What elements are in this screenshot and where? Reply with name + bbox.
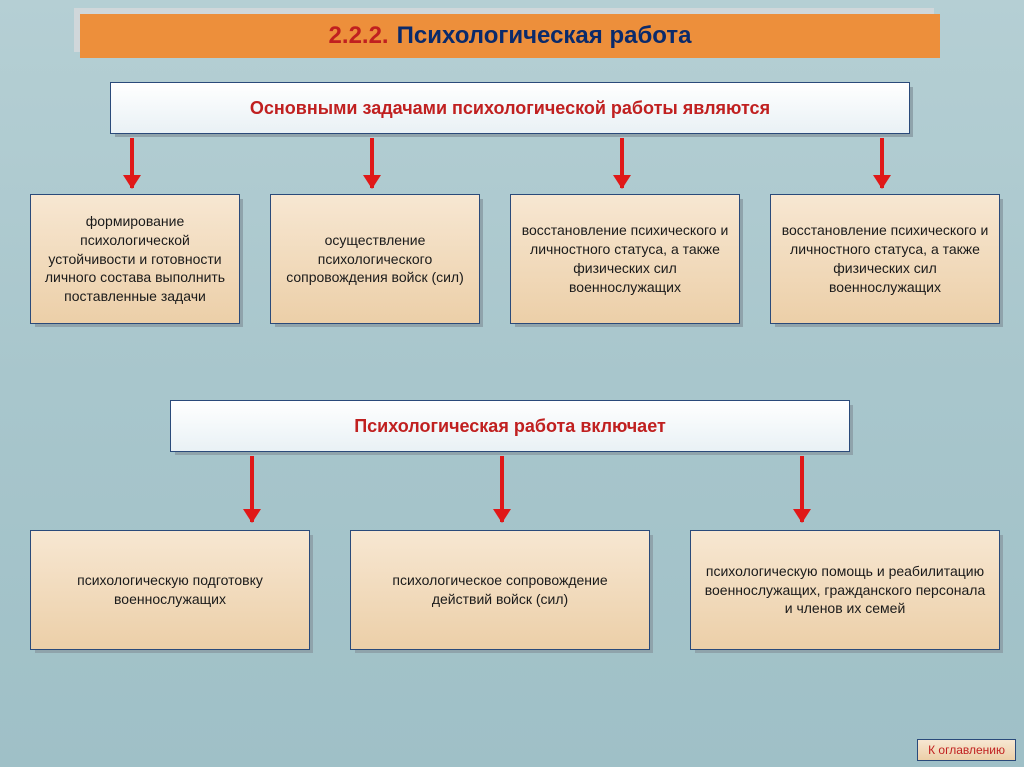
arrow-s1-3 (880, 138, 884, 188)
arrow-s1-2 (620, 138, 624, 188)
s2-item-1: психологическое сопровождение действий в… (350, 530, 650, 650)
arrow-s2-2 (800, 456, 804, 522)
section1-header-text: Основными задачами психологической работ… (250, 98, 770, 119)
s1-item-0: формирование психологической устойчивост… (30, 194, 240, 324)
s2-item-1-text: психологическое сопровождение действий в… (361, 571, 639, 609)
toc-button[interactable]: К оглавлению (917, 739, 1016, 761)
arrow-s1-0 (130, 138, 134, 188)
section2-header: Психологическая работа включает (170, 400, 850, 452)
section1-header: Основными задачами психологической работ… (110, 82, 910, 134)
title-number: 2.2.2. (329, 22, 389, 50)
s2-item-0: психологическую подготовку военнослужащи… (30, 530, 310, 650)
arrow-s2-0 (250, 456, 254, 522)
arrow-s1-1 (370, 138, 374, 188)
s2-item-2: психологическую помощь и реабилитацию во… (690, 530, 1000, 650)
toc-button-label: К оглавлению (928, 743, 1005, 757)
s1-item-2-text: восстановление психического и личностног… (521, 221, 729, 297)
s1-item-3-text: восстановление психического и личностног… (781, 221, 989, 297)
s1-item-2: восстановление психического и личностног… (510, 194, 740, 324)
s1-item-1-text: осуществление психологического сопровожд… (281, 231, 469, 288)
title-banner: 2.2.2. Психологическая работа (80, 14, 940, 58)
title-text: Психологическая работа (397, 22, 692, 50)
section2-header-text: Психологическая работа включает (354, 416, 666, 437)
s1-item-1: осуществление психологического сопровожд… (270, 194, 480, 324)
s1-item-0-text: формирование психологической устойчивост… (41, 212, 229, 306)
s2-item-0-text: психологическую подготовку военнослужащи… (41, 571, 299, 609)
s1-item-3: восстановление психического и личностног… (770, 194, 1000, 324)
arrow-s2-1 (500, 456, 504, 522)
s2-item-2-text: психологическую помощь и реабилитацию во… (701, 562, 989, 619)
